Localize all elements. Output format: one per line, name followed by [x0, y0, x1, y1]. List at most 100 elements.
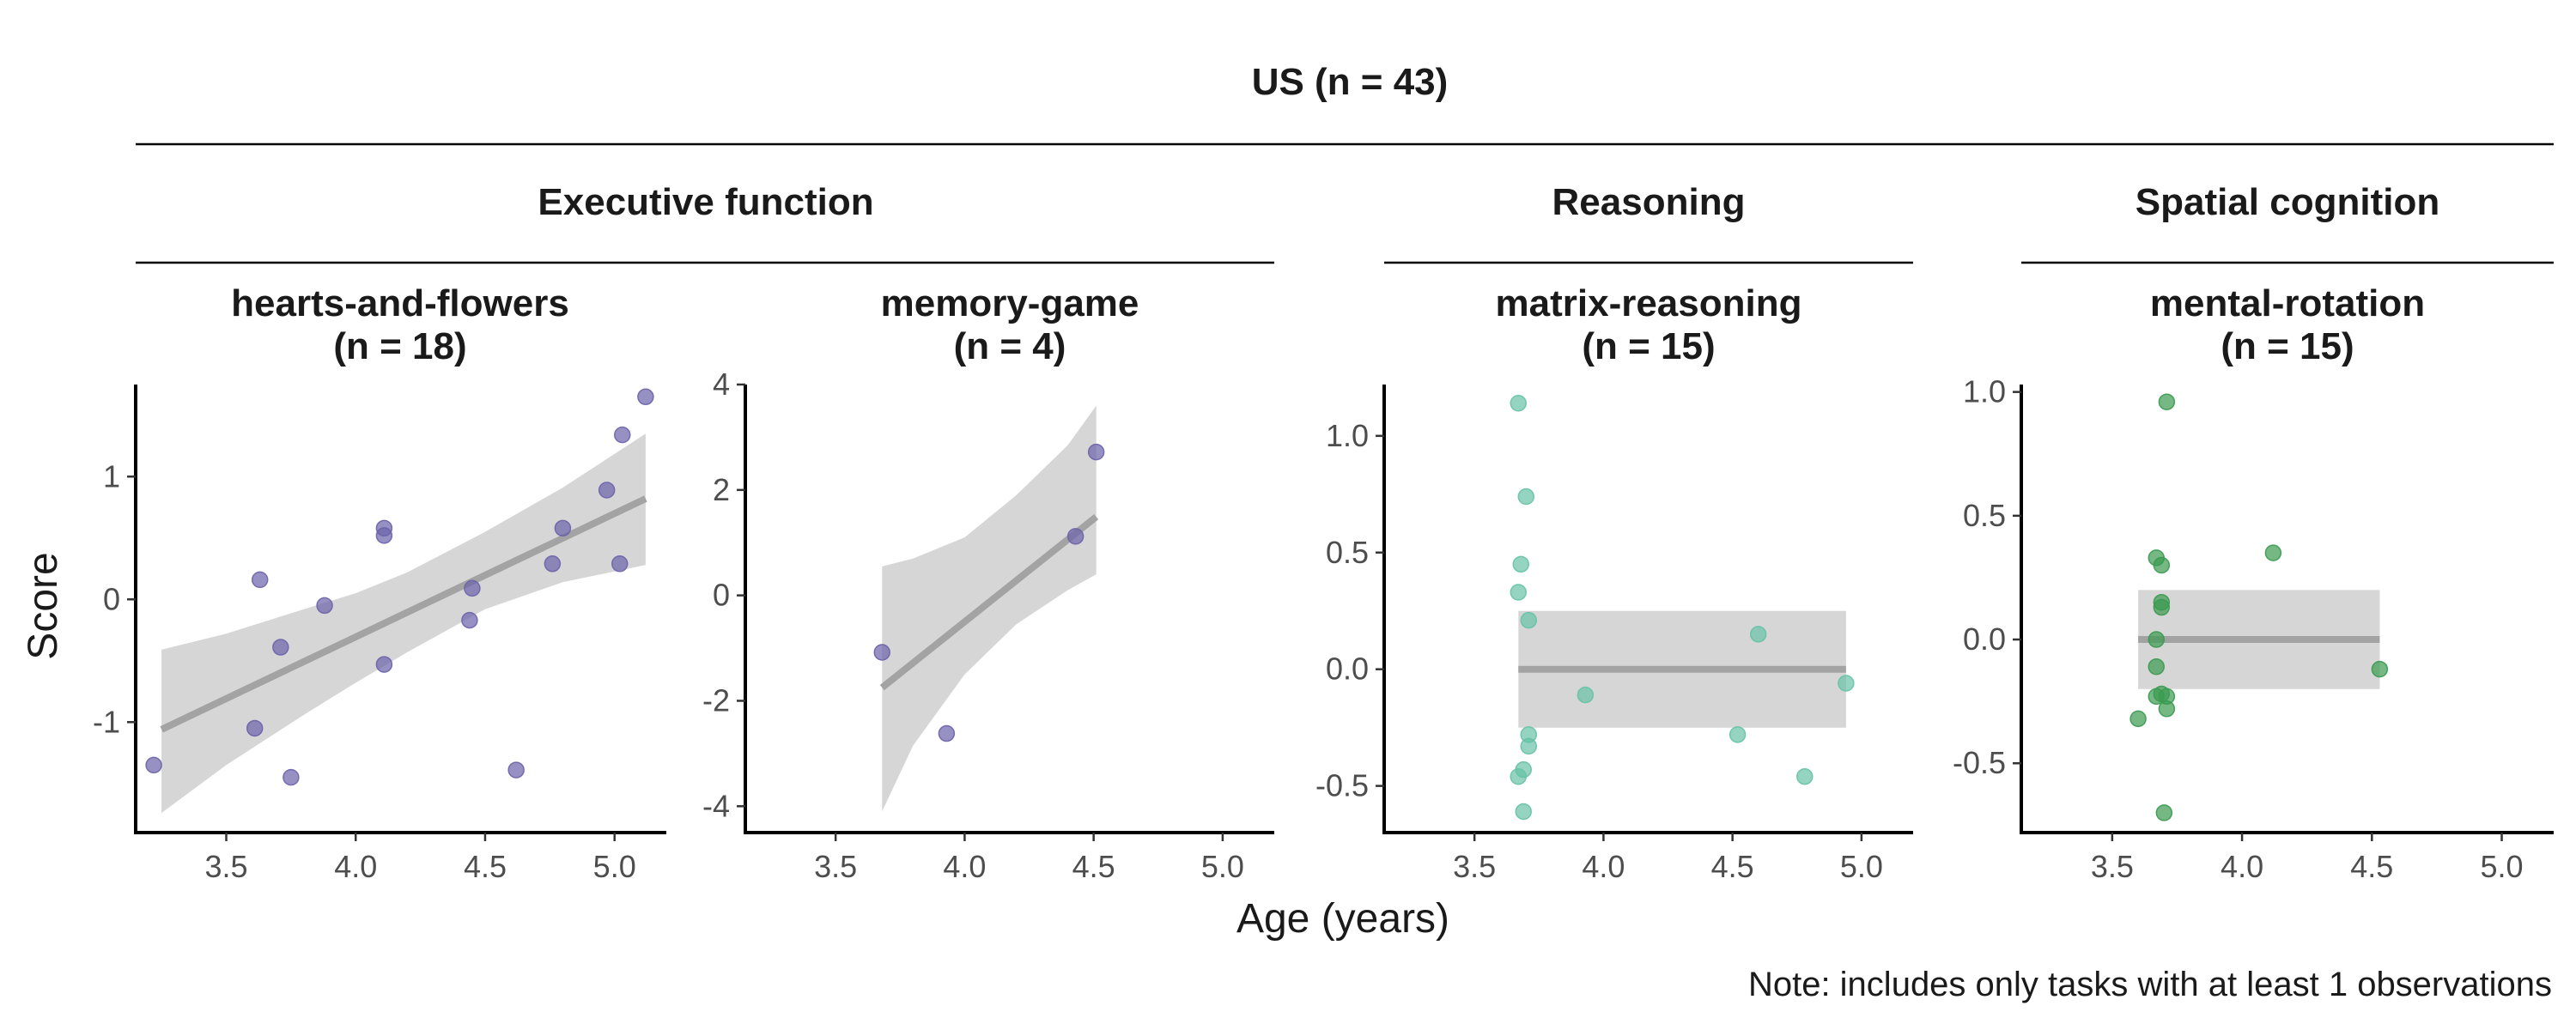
y-tick-label: 0.0: [1963, 621, 2006, 657]
panel-hearts-and-flowers: hearts-and-flowers(n = 18) 3.5 4.0 4.5 5.0 -1…: [93, 282, 666, 884]
y-tick-label: 0: [713, 578, 730, 613]
y-tick-label: 0.5: [1963, 498, 2006, 533]
x-tick-label: 4.0: [943, 849, 986, 884]
figure-title: US (n = 43): [1252, 61, 1449, 103]
data-point: [2158, 393, 2176, 410]
data-point: [1796, 768, 1814, 785]
y-tick-label: -0.5: [1315, 768, 1369, 803]
trend-line: [160, 495, 647, 733]
x-tick-label: 4.5: [464, 849, 507, 884]
data-point: [2148, 658, 2166, 676]
data-point: [375, 527, 393, 544]
data-point: [614, 426, 631, 444]
data-point: [1520, 611, 1538, 629]
data-point: [461, 611, 478, 629]
data-point: [1512, 555, 1530, 573]
confidence-band: [161, 433, 646, 814]
data-point: [1749, 626, 1767, 643]
data-point: [544, 555, 562, 573]
data-point: [554, 519, 572, 537]
x-axis-title: Age (years): [1236, 896, 1449, 942]
data-point: [598, 482, 616, 499]
panel-subtitle: (n = 18): [333, 325, 466, 367]
data-point: [2153, 556, 2171, 574]
data-point: [1066, 528, 1084, 545]
y-tick-label: 0.5: [1326, 535, 1369, 570]
panel-memory-game: memory-game(n = 4) 3.5 4.0 4.5 5.0 -4 -2 0 2 4: [702, 282, 1274, 884]
group-label-executive-function: Executive function: [538, 181, 873, 223]
x-tick-label: 3.5: [1453, 849, 1496, 884]
data-point: [2264, 544, 2282, 561]
footnote: Note: includes only tasks with at least …: [1748, 966, 2552, 1003]
data-point: [2371, 660, 2389, 678]
x-tick-label: 3.5: [2091, 849, 2134, 884]
y-tick-label: -2: [702, 682, 730, 718]
data-point: [1515, 803, 1533, 821]
y-tick-label: -4: [702, 788, 730, 823]
data-point: [1087, 443, 1105, 461]
data-point: [611, 555, 629, 573]
y-tick-label: 1: [103, 458, 120, 494]
data-point: [2129, 710, 2147, 728]
data-point: [1510, 395, 1528, 412]
data-point: [375, 656, 393, 673]
x-tick-label: 4.5: [1711, 849, 1754, 884]
data-point: [1838, 675, 1855, 692]
panel-subtitle: (n = 15): [1582, 325, 1715, 367]
panels: hearts-and-flowers(n = 18) 3.5 4.0 4.5 5.0 -1…: [93, 282, 2554, 884]
x-tick-label: 4.5: [1072, 849, 1115, 884]
panel-subtitle: (n = 4): [954, 325, 1066, 367]
x-tick-label: 5.0: [2480, 849, 2523, 884]
panel-title: hearts-and-flowers: [231, 282, 569, 324]
trend-line: [879, 514, 1099, 691]
data-point: [464, 579, 481, 597]
data-point: [246, 719, 264, 737]
y-tick-label: -0.5: [1953, 745, 2006, 780]
data-point: [251, 571, 269, 589]
x-tick-label: 5.0: [1201, 849, 1244, 884]
panel-title: matrix-reasoning: [1496, 282, 1802, 324]
data-point: [145, 756, 162, 774]
panel-matrix-reasoning: matrix-reasoning(n = 15) 3.5 4.0 4.5 5.0 -0.5…: [1315, 282, 1913, 884]
x-tick-label: 4.0: [2221, 849, 2263, 884]
group-label-spatial-cognition: Spatial cognition: [2136, 181, 2439, 223]
x-tick-label: 5.0: [593, 849, 636, 884]
y-tick-label: 0.0: [1326, 651, 1369, 687]
x-tick-label: 4.5: [2350, 849, 2393, 884]
y-tick-label: 2: [713, 472, 730, 507]
panel-title: memory-game: [881, 282, 1139, 324]
data-point: [1517, 488, 1535, 506]
x-tick-label: 3.5: [204, 849, 247, 884]
y-tick-label: 1.0: [1963, 374, 2006, 409]
data-point: [873, 644, 891, 661]
data-point: [2148, 631, 2166, 648]
y-tick-label: 1.0: [1326, 418, 1369, 453]
data-point: [637, 388, 654, 406]
group-label-reasoning: Reasoning: [1552, 181, 1746, 223]
x-tick-label: 5.0: [1840, 849, 1883, 884]
x-tick-label: 4.0: [334, 849, 377, 884]
data-point: [1510, 768, 1528, 785]
y-tick-label: 0: [103, 581, 120, 616]
data-point: [938, 724, 956, 742]
data-point: [283, 768, 300, 786]
data-point: [2155, 804, 2173, 821]
x-tick-label: 4.0: [1582, 849, 1625, 884]
data-point: [2158, 700, 2176, 718]
panel-subtitle: (n = 15): [2221, 325, 2354, 367]
data-point: [316, 597, 333, 615]
y-axis-title: Score: [21, 552, 66, 659]
y-tick-label: 4: [713, 367, 730, 402]
x-tick-label: 3.5: [814, 849, 857, 884]
data-point: [2153, 598, 2171, 616]
confidence-band: [882, 405, 1097, 812]
data-point: [1510, 584, 1528, 601]
y-tick-label: -1: [93, 704, 120, 739]
data-point: [507, 761, 525, 779]
data-point: [272, 639, 289, 656]
data-point: [1728, 726, 1747, 743]
panel-title: mental-rotation: [2150, 282, 2425, 324]
data-point: [1577, 686, 1595, 704]
panel-mental-rotation: mental-rotation(n = 15) 3.5 4.0 4.5 5.0 -0.5 0…: [1953, 282, 2554, 884]
